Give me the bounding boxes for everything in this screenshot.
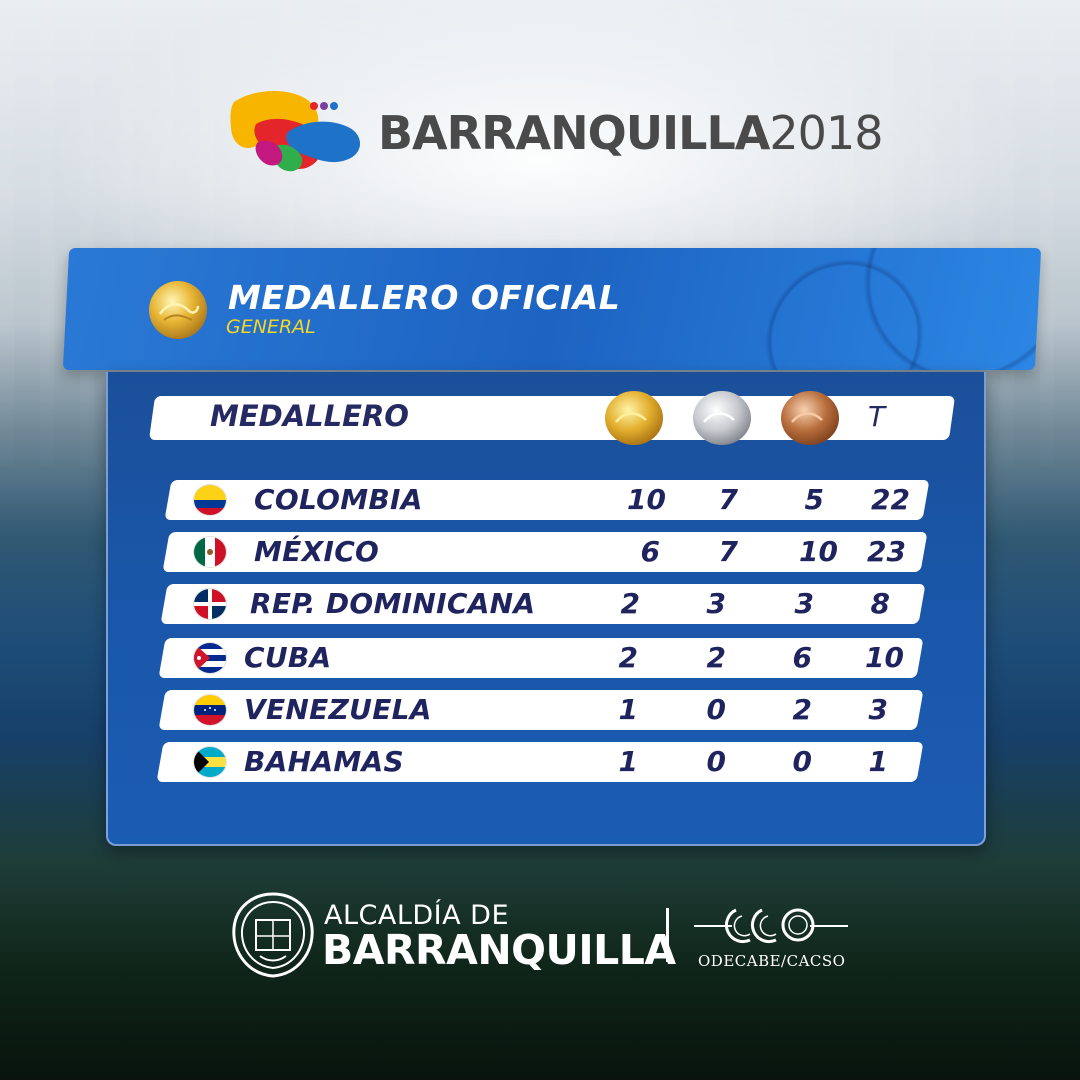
footer-odecabe-label: ODECABE/CACSO <box>698 952 846 970</box>
bronze-medal-icon <box>781 391 839 445</box>
bronze-count: 10 <box>799 535 838 568</box>
total-count: 23 <box>867 535 906 568</box>
gold-medal-icon <box>605 391 663 445</box>
gold-count: 2 <box>618 641 638 674</box>
games-logo-icon <box>230 90 361 172</box>
cuba-flag-icon <box>194 643 226 673</box>
header-total-label: T <box>868 400 886 433</box>
silver-count: 0 <box>706 693 726 726</box>
brand-name: BARRANQUILLA <box>378 106 770 160</box>
table-row: BAHAMAS 1 0 0 1 <box>156 742 924 782</box>
odecabe-logo-icon <box>694 908 848 944</box>
gold-medal-icon <box>149 281 207 339</box>
gold-count: 2 <box>620 587 640 620</box>
header-medallero-label: MEDALLERO <box>210 399 409 433</box>
total-count: 8 <box>870 587 890 620</box>
mexico-flag-icon <box>194 537 226 567</box>
country-name: VENEZUELA <box>244 693 432 726</box>
gold-count: 1 <box>618 745 638 778</box>
bronze-count: 3 <box>794 587 814 620</box>
country-name: BAHAMAS <box>244 745 404 778</box>
table-row: VENEZUELA 1 0 2 3 <box>158 690 924 730</box>
table-row: REP. DOMINICANA 2 3 3 8 <box>160 584 926 624</box>
table-row: CUBA 2 2 6 10 <box>158 638 924 678</box>
gold-count: 1 <box>618 693 638 726</box>
banner-title: MEDALLERO OFICIAL <box>228 278 621 317</box>
country-name: COLOMBIA <box>254 483 423 516</box>
venezuela-flag-icon <box>194 695 226 725</box>
table-row: MÉXICO 6 7 10 23 <box>162 532 928 572</box>
total-count: 10 <box>865 641 904 674</box>
gold-count: 10 <box>627 483 666 516</box>
silver-count: 0 <box>706 745 726 778</box>
barranquilla-2018-logo: BARRANQUILLA2018 <box>228 84 883 184</box>
footer-barranquilla-line: BARRANQUILLA <box>322 926 676 974</box>
footer-divider <box>666 908 669 962</box>
bahamas-flag-icon <box>194 747 226 777</box>
banner-subtitle: GENERAL <box>226 316 316 338</box>
bronze-count: 6 <box>792 641 812 674</box>
table-row: COLOMBIA 10 7 5 22 <box>164 480 930 520</box>
silver-count: 7 <box>718 535 738 568</box>
total-count: 3 <box>868 693 888 726</box>
barranquilla-seal-icon <box>232 892 314 978</box>
country-name: REP. DOMINICANA <box>250 587 536 620</box>
silver-count: 3 <box>706 587 726 620</box>
footer-alcaldia-line: ALCALDÍA DE <box>324 900 510 931</box>
brand-wordmark: BARRANQUILLA2018 <box>378 106 883 160</box>
silver-medal-icon <box>693 391 751 445</box>
dominican-republic-flag-icon <box>194 589 226 619</box>
bronze-count: 0 <box>792 745 812 778</box>
colombia-flag-icon <box>194 485 226 515</box>
country-name: CUBA <box>244 641 332 674</box>
total-count: 22 <box>871 483 910 516</box>
bronze-count: 2 <box>792 693 812 726</box>
gold-count: 6 <box>640 535 660 568</box>
silver-count: 7 <box>718 483 738 516</box>
brand-year: 2018 <box>769 106 883 160</box>
total-count: 1 <box>868 745 888 778</box>
country-name: MÉXICO <box>254 535 380 568</box>
bronze-count: 5 <box>804 483 824 516</box>
silver-count: 2 <box>706 641 726 674</box>
